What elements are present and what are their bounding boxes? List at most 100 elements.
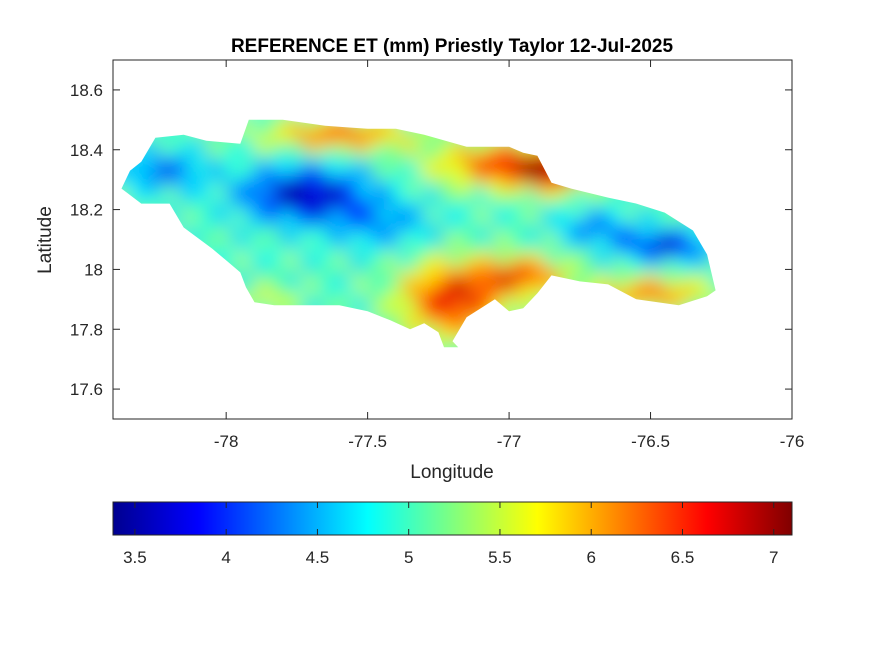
field-cell <box>469 272 478 281</box>
field-cell <box>252 132 261 141</box>
field-cell <box>609 272 618 281</box>
field-cell <box>266 230 275 239</box>
field-cell <box>686 258 695 267</box>
field-cell <box>413 265 422 274</box>
field-cell <box>686 279 695 288</box>
field-cell <box>553 181 562 190</box>
field-cell <box>441 195 450 204</box>
field-cell <box>231 216 240 225</box>
field-cell <box>371 202 380 211</box>
field-cell <box>476 265 485 274</box>
field-cell <box>301 139 310 148</box>
field-cell <box>280 251 289 260</box>
field-cell <box>287 258 296 267</box>
field-cell <box>357 132 366 141</box>
field-cell <box>462 230 471 239</box>
field-cell <box>392 300 401 309</box>
field-cell <box>553 272 562 281</box>
field-cell <box>175 146 184 155</box>
field-cell <box>364 286 373 295</box>
field-cell <box>497 167 506 176</box>
field-cell <box>217 146 226 155</box>
field-cell <box>245 195 254 204</box>
field-cell <box>217 223 226 232</box>
field-cell <box>252 223 261 232</box>
field-cell <box>301 188 310 197</box>
field-cell <box>315 216 324 225</box>
field-cell <box>280 202 289 211</box>
field-cell <box>651 216 660 225</box>
field-cell <box>546 188 555 197</box>
field-cell <box>252 251 261 260</box>
field-cell <box>315 300 324 309</box>
field-cell <box>273 230 282 239</box>
x-tick-label: -76 <box>780 432 805 451</box>
field-cell <box>210 195 219 204</box>
field-cell <box>469 181 478 190</box>
field-cell <box>497 293 506 302</box>
field-cell <box>623 216 632 225</box>
field-cell <box>448 258 457 267</box>
field-cell <box>294 279 303 288</box>
field-cell <box>399 160 408 169</box>
field-cell <box>672 279 681 288</box>
field-cell <box>455 237 464 246</box>
field-cell <box>476 237 485 246</box>
field-cell <box>126 174 135 183</box>
field-cell <box>672 265 681 274</box>
field-cell <box>427 272 436 281</box>
field-cell <box>385 237 394 246</box>
field-cell <box>525 230 534 239</box>
field-cell <box>532 223 541 232</box>
field-cell <box>420 146 429 155</box>
field-cell <box>350 251 359 260</box>
field-cell <box>490 153 499 162</box>
field-cell <box>532 272 541 281</box>
field-cell <box>217 237 226 246</box>
field-cell <box>106 322 114 330</box>
field-cell <box>581 202 590 211</box>
field-cell <box>427 139 436 148</box>
field-cell <box>168 181 177 190</box>
field-cell <box>364 230 373 239</box>
field-cell <box>280 258 289 267</box>
field-cell <box>322 258 331 267</box>
field-cell <box>637 251 646 260</box>
field-cell <box>609 195 618 204</box>
field-cell <box>217 216 226 225</box>
field-cell <box>567 244 576 253</box>
field-cell <box>238 139 247 148</box>
field-cell <box>210 209 219 218</box>
field-cell <box>392 181 401 190</box>
field-cell <box>455 307 464 316</box>
field-cell <box>532 265 541 274</box>
field-cell <box>630 279 639 288</box>
field-cell <box>532 174 541 183</box>
field-cell <box>217 160 226 169</box>
field-cell <box>343 146 352 155</box>
field-cell <box>553 195 562 204</box>
field-cell <box>637 202 646 211</box>
field-cell <box>455 160 464 169</box>
field-cell <box>490 258 499 267</box>
field-cell <box>343 181 352 190</box>
field-cell <box>399 174 408 183</box>
field-cell <box>315 202 324 211</box>
field-cell <box>686 286 695 295</box>
field-cell <box>294 244 303 253</box>
field-cell <box>595 195 604 204</box>
field-cell <box>371 209 380 218</box>
field-cell <box>294 251 303 260</box>
field-cell <box>378 307 387 316</box>
field-cell <box>99 294 107 302</box>
field-cell <box>308 258 317 267</box>
field-cell <box>357 258 366 267</box>
field-cell <box>217 167 226 176</box>
field-cell <box>420 307 429 316</box>
field-cell <box>560 188 569 197</box>
field-cell <box>518 181 527 190</box>
field-cell <box>462 167 471 176</box>
field-cell <box>343 223 352 232</box>
field-cell <box>266 272 275 281</box>
field-cell <box>616 209 625 218</box>
